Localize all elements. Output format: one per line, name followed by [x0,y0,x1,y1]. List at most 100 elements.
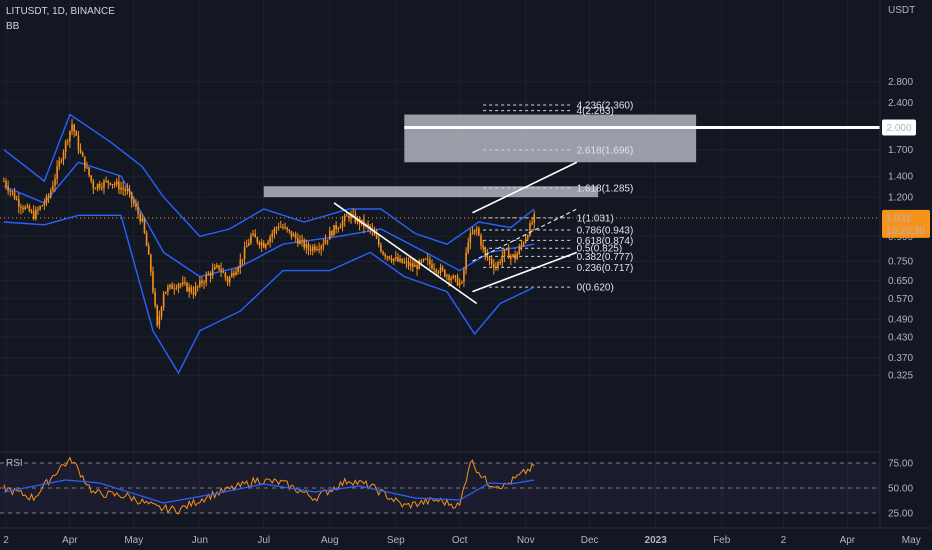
candle-body [316,249,318,251]
candle-body [152,271,154,292]
candle-body [162,293,165,308]
candle-body [11,191,14,193]
candle-body [414,265,416,267]
candle-body [514,254,516,260]
candle-body [24,206,26,210]
candle-body [505,248,508,250]
candle-body [222,271,225,273]
candle-body [54,178,56,186]
candle-body [339,226,342,229]
candle-body [343,215,346,221]
candle-body [337,228,340,230]
x-tick-label: 2 [781,535,787,546]
candle-body [273,228,276,234]
candle-body [209,273,212,276]
candle-body [111,184,114,186]
candle-body [384,254,386,257]
candle-body [518,246,521,254]
candle-body [160,307,163,317]
candle-body [239,259,242,268]
candle-body [66,141,69,143]
x-tick-label: Dec [581,535,599,546]
candle-body [418,260,421,270]
candle-body [41,205,44,207]
candle-body [382,251,384,255]
x-tick-label: Oct [452,535,468,546]
candle-body [475,228,478,230]
candle-body [407,261,410,266]
x-tick-label: May [902,535,921,546]
candle-body [203,282,205,284]
candle-body [275,227,278,229]
candle-body [352,214,354,216]
candle-body [228,276,231,283]
candle-body [184,282,186,284]
candle-body [409,263,412,266]
candle-body [122,187,124,190]
candle-body [297,238,299,244]
candle-body [39,206,41,210]
candle-body [433,268,435,270]
fib-label: 4.236(2.360) [577,100,634,111]
trend-line [472,251,578,293]
candle-body [145,232,148,247]
candle-body [109,182,112,185]
candle-body [169,284,171,288]
candle-body [465,252,467,270]
candle-body [294,234,297,239]
candle-body [461,281,463,283]
candle-body [348,215,350,219]
bollinger-upper [3,113,535,245]
candle-body [17,199,20,207]
candle-body [235,271,237,276]
candle-body [96,183,99,189]
candle-body [380,244,382,252]
y-tick-label: 0.490 [888,315,913,326]
candle-body [147,246,150,255]
candle-body [94,188,97,190]
candle-body [326,239,329,241]
candle-body [401,258,403,263]
candle-body [35,209,37,219]
candle-body [101,187,103,189]
candle-body [192,292,195,295]
candle-body [254,234,257,238]
candle-body [320,246,323,250]
candle-body [480,235,482,246]
candle-body [469,233,472,243]
candle-body [392,258,395,261]
candle-body [133,200,135,205]
candle-body [250,235,252,243]
candle-body [49,190,52,198]
candle-body [390,258,393,261]
candle-body [405,261,408,263]
fib-label: 0.5(0.825) [577,244,623,255]
candle-body [220,268,222,272]
x-tick-label: 2 [3,535,9,546]
candle-body [488,258,491,260]
rsi-ma-line [3,479,535,504]
candle-body [516,253,518,260]
candle-body [52,185,54,191]
candle-body [412,263,414,267]
candle-body [309,249,312,251]
axis-currency: USDT [888,5,915,16]
candle-body [120,187,122,190]
candle-body [26,206,29,208]
fib-label: 0.618(0.874) [577,236,634,247]
trend-line [472,208,578,262]
candle-body [230,272,233,277]
candle-body [207,273,210,276]
candle-body [188,287,190,292]
candle-body [397,257,399,262]
fib-label: 0(0.620) [577,283,614,294]
candle-body [441,267,444,270]
candle-body [47,196,50,198]
candle-body [452,275,455,279]
x-tick-label: Feb [713,535,731,546]
candle-body [167,287,169,292]
candle-body [375,235,378,239]
candle-body [373,230,376,236]
candle-body [322,243,325,247]
